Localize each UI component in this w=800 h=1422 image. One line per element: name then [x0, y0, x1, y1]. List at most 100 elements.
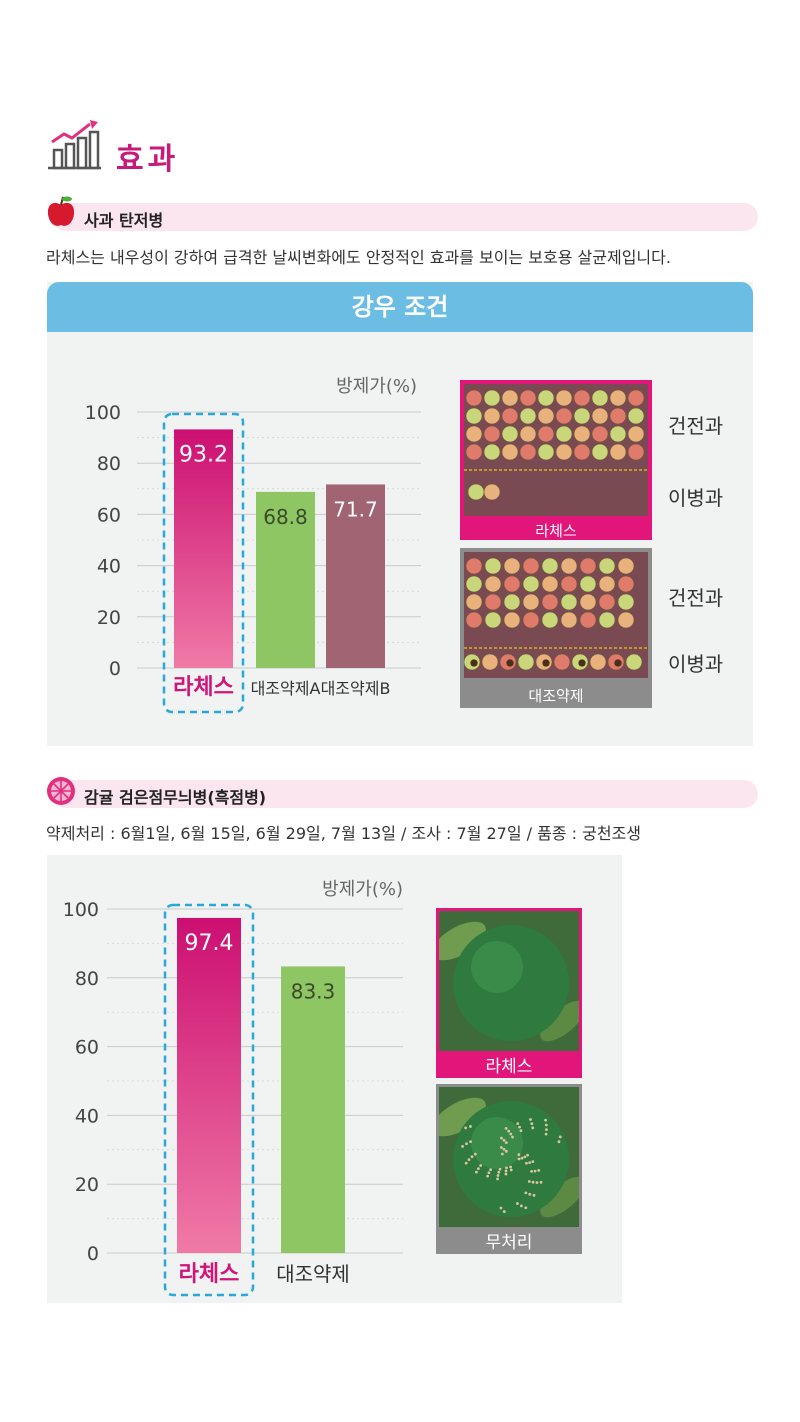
apple-fruit	[484, 611, 502, 629]
black-spot-lesion	[544, 1132, 548, 1136]
y-tick-label: 0	[87, 1243, 99, 1265]
black-spot-lesion	[544, 1118, 547, 1122]
apple-fruit	[519, 389, 537, 407]
black-spot-lesion	[530, 1122, 534, 1126]
section2-header-bar	[52, 780, 758, 808]
citrus-highlight	[471, 941, 523, 993]
apple-fruit	[522, 593, 540, 611]
apple-fruit	[617, 575, 635, 593]
apple-fruit	[609, 425, 627, 443]
black-spot-lesion	[524, 1191, 528, 1195]
black-spot-lesion	[469, 1125, 472, 1128]
black-spot-lesion	[504, 1141, 508, 1145]
black-spot-lesion	[532, 1193, 536, 1197]
apple-fruit	[627, 389, 645, 407]
bar-대조약제A	[256, 491, 315, 668]
apple-fruit	[598, 611, 616, 629]
black-spot-lesion	[535, 1181, 539, 1184]
section1-label: 사과 탄저병	[84, 211, 164, 230]
apple-fruit	[560, 611, 578, 629]
leaf	[436, 921, 486, 961]
apple-fruit	[467, 483, 485, 501]
apple-fruit	[573, 407, 591, 425]
apple-fruit	[573, 389, 591, 407]
disease-spot	[614, 659, 622, 667]
apple-fruit	[483, 443, 501, 461]
apple-fruit	[591, 389, 609, 407]
apple-fruit	[598, 557, 616, 575]
y-tick-label: 80	[75, 968, 99, 990]
apple-fruit	[555, 443, 573, 461]
black-spot-lesion	[474, 1170, 478, 1174]
black-spot-lesion	[531, 1160, 535, 1164]
black-spot-lesion	[487, 1171, 491, 1175]
apple-fruit	[555, 389, 573, 407]
y-tick-label: 100	[63, 899, 99, 921]
black-spot-lesion	[545, 1128, 548, 1132]
black-spot-lesion	[465, 1142, 468, 1146]
healthy-fruit-label-2: 건전과	[668, 586, 724, 610]
data-label: 97.4	[185, 931, 234, 956]
section2-label: 감귤 검은점무늬병(흑점병)	[84, 788, 267, 807]
black-spot-lesion	[509, 1132, 513, 1136]
apple-fruit	[483, 389, 501, 407]
apple-photo-control: 대조약제	[460, 548, 652, 708]
black-spot-lesion	[529, 1118, 532, 1121]
black-spot-lesion	[520, 1204, 523, 1208]
black-spot-lesion	[504, 1169, 508, 1173]
page-title: 효과	[116, 142, 180, 177]
black-spot-lesion	[505, 1166, 508, 1170]
apple-fruit	[541, 575, 559, 593]
apple-fruit	[537, 389, 555, 407]
black-spot-lesion	[464, 1126, 468, 1130]
diseased-fruit-label-2: 이병과	[668, 652, 724, 676]
black-spot-lesion	[509, 1165, 512, 1169]
apple-fruit	[579, 611, 597, 629]
apple-fruit	[591, 443, 609, 461]
apple-fruit	[573, 425, 591, 443]
chart1-banner: 강우 조건	[47, 282, 753, 332]
apple-fruit	[522, 611, 540, 629]
apple-fruit	[537, 407, 555, 425]
black-spot-lesion	[527, 1180, 531, 1183]
citrus-photo-untreated-caption: 무처리	[485, 1233, 533, 1253]
apple-fruit	[541, 611, 559, 629]
apple-fruit	[627, 407, 645, 425]
apple-icon	[46, 195, 76, 229]
apple-photo-treated: 라체스	[460, 380, 652, 540]
apple-fruit	[503, 593, 521, 611]
bar-라체스	[174, 429, 233, 668]
black-spot-lesion	[469, 1140, 472, 1144]
black-spot-lesion	[523, 1155, 527, 1159]
growth-chart-icon	[46, 120, 102, 170]
diseased-fruit-label: 이병과	[668, 486, 724, 510]
apple-fruit	[579, 557, 597, 575]
black-spot-lesion	[464, 1161, 468, 1165]
black-spot-lesion	[519, 1129, 523, 1133]
category-label: 대조약제	[276, 1262, 350, 1286]
black-spot-lesion	[467, 1158, 471, 1162]
black-spot-lesion	[517, 1157, 521, 1161]
black-spot-lesion	[520, 1156, 524, 1160]
apple-fruit	[522, 557, 540, 575]
apple-fruit	[625, 653, 643, 671]
apple-fruit	[501, 425, 519, 443]
apple-fruit	[591, 425, 609, 443]
black-spot-lesion	[470, 1155, 474, 1159]
apple-fruit	[609, 443, 627, 461]
apple-fruit	[598, 575, 616, 593]
apple-fruit	[481, 653, 499, 671]
y-axis-label: 방제가(%)	[322, 879, 403, 900]
y-tick-label: 20	[75, 1174, 99, 1196]
black-spot-lesion	[530, 1169, 533, 1173]
citrus-highlight	[471, 1117, 523, 1169]
leaf	[436, 1097, 486, 1137]
apple-fruit	[617, 557, 635, 575]
citrus-photo-untreated: 무처리	[436, 1084, 582, 1254]
apple-fruit	[483, 483, 501, 501]
y-tick-label: 60	[75, 1037, 99, 1059]
category-label: 대조약제A	[251, 679, 321, 698]
apple-fruit	[560, 593, 578, 611]
apple-fruit	[483, 407, 501, 425]
black-spot-lesion	[516, 1202, 519, 1205]
